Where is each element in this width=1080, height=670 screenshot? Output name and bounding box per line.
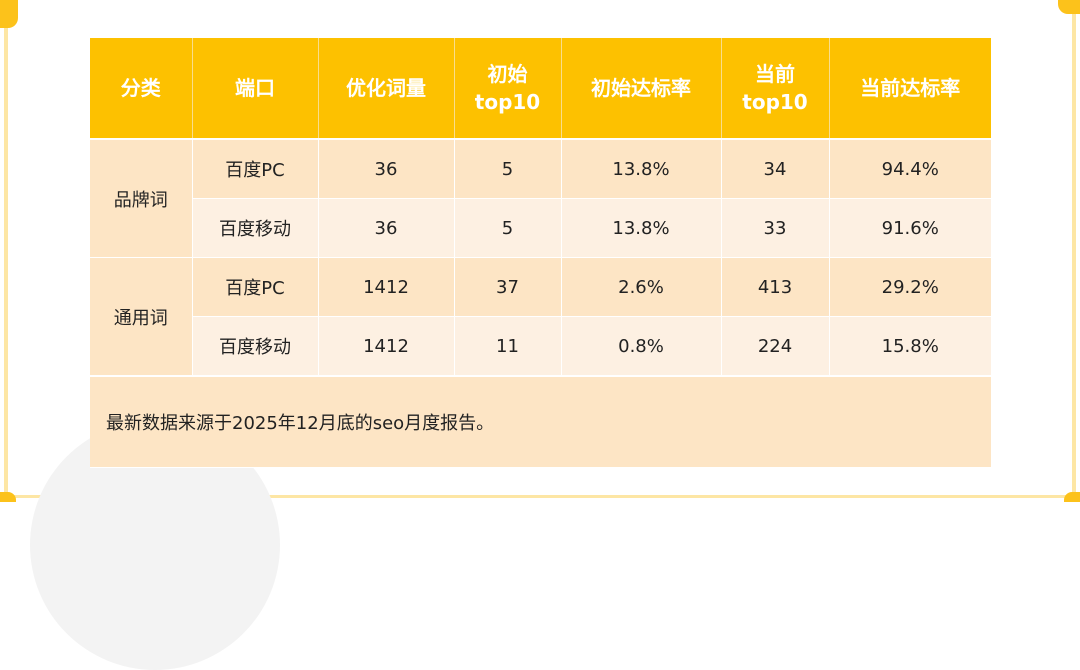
port-cell: 百度移动: [192, 198, 319, 258]
header-current-top10-line2: top10: [742, 90, 808, 114]
table-note-row: 最新数据来源于2025年12月底的seo月度报告。: [90, 375, 991, 468]
initial-top10-cell: 5: [454, 198, 562, 258]
current-top10-cell: 413: [721, 257, 830, 317]
current-rate-cell: 29.2%: [829, 257, 991, 317]
header-current-top10-line1: 当前: [755, 62, 795, 86]
initial-rate-cell: 13.8%: [561, 198, 722, 258]
port-cell: 百度PC: [192, 257, 319, 317]
category-cell: 通用词: [90, 257, 193, 377]
keyword-count-cell: 36: [318, 138, 455, 199]
current-top10-cell: 224: [721, 316, 830, 377]
header-category: 分类: [90, 38, 193, 139]
initial-rate-cell: 2.6%: [561, 257, 722, 317]
header-current-rate: 当前达标率: [829, 38, 991, 139]
table-row: 百度移动 1412 11 0.8% 224 15.8%: [90, 316, 991, 377]
header-port: 端口: [192, 38, 319, 139]
header-initial-top10-line2: top10: [474, 90, 541, 114]
table-header-row: 分类 端口 优化词量 初始 top10 初始达标率 当前 top10 当前达标率: [90, 38, 991, 139]
table-row: 品牌词 百度PC 36 5 13.8% 34 94.4%: [90, 138, 991, 258]
keyword-count-cell: 36: [318, 198, 455, 258]
port-cell: 百度PC: [192, 138, 319, 199]
header-current-top10: 当前 top10: [721, 38, 830, 139]
category-cell: 品牌词: [90, 138, 193, 258]
initial-top10-cell: 11: [454, 316, 562, 377]
keyword-count-cell: 1412: [318, 316, 455, 377]
corner-decoration-bottom-left: [0, 492, 16, 502]
frame-left-border: [4, 0, 8, 502]
current-top10-cell: 34: [721, 138, 830, 199]
initial-top10-cell: 37: [454, 257, 562, 317]
current-top10-cell: 33: [721, 198, 830, 258]
header-initial-top10-line1: 初始: [487, 62, 528, 86]
table-row: 百度移动 36 5 13.8% 33 91.6%: [90, 198, 991, 258]
port-cell: 百度移动: [192, 316, 319, 377]
initial-rate-cell: 0.8%: [561, 316, 722, 377]
table-row: 通用词 百度PC 1412 37 2.6% 413 29.2%: [90, 257, 991, 377]
corner-decoration-bottom-right: [1064, 492, 1080, 502]
keyword-count-cell: 1412: [318, 257, 455, 317]
current-rate-cell: 91.6%: [829, 198, 991, 258]
frame-right-border: [1072, 0, 1076, 502]
data-source-note: 最新数据来源于2025年12月底的seo月度报告。: [90, 375, 991, 468]
current-rate-cell: 94.4%: [829, 138, 991, 199]
corner-decoration-top-right: [1058, 0, 1080, 14]
header-initial-rate: 初始达标率: [561, 38, 722, 139]
header-initial-top10: 初始 top10: [454, 38, 562, 139]
initial-rate-cell: 13.8%: [561, 138, 722, 199]
current-rate-cell: 15.8%: [829, 316, 991, 377]
corner-decoration-top-left: [0, 0, 18, 28]
frame-bottom-border: [0, 495, 1080, 498]
initial-top10-cell: 5: [454, 138, 562, 199]
seo-data-table: 分类 端口 优化词量 初始 top10 初始达标率 当前 top10 当前达标率…: [90, 38, 991, 468]
header-keyword-count: 优化词量: [318, 38, 455, 139]
